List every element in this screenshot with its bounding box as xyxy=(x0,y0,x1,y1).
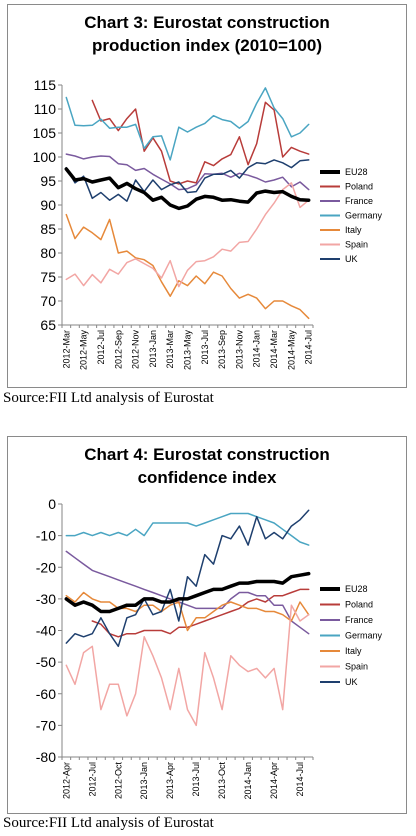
chart-4-panel: Chart 4: Eurostat construction confidenc… xyxy=(7,436,407,814)
chart-3-series-line-uk xyxy=(65,159,310,202)
chart-3-y-tick-label: 95 xyxy=(40,173,56,189)
chart-3-x-tick-label: 2014-May xyxy=(286,330,296,371)
chart-3-y-tick-label: 110 xyxy=(34,101,57,117)
chart-3-legend-label-italy: Italy xyxy=(345,225,362,235)
chart-4-x-tick-label: 2014-Apr xyxy=(269,762,279,799)
chart-3-x-tick-label: 2014-Jul xyxy=(304,330,314,365)
chart-4-x-tick-label: 2013-Jul xyxy=(191,762,201,797)
chart-4-series-line-uk xyxy=(65,509,310,648)
chart-3-x-tick-label: 2014-Mar xyxy=(269,330,279,369)
chart-3-series-line-poland xyxy=(91,99,310,185)
chart-3-x-tick-label: 2013-Sep xyxy=(217,330,227,369)
chart-3-y-tick-label: 100 xyxy=(33,149,57,165)
chart-3-source: Source:FII Ltd analysis of Eurostat xyxy=(3,390,214,406)
chart-3-legend-label-poland: Poland xyxy=(345,182,373,192)
chart-4-y-tick-label: -40 xyxy=(36,623,56,639)
chart-3-panel: Chart 3: Eurostat construction productio… xyxy=(7,4,407,388)
chart-3-y-tick-label: 70 xyxy=(40,293,56,309)
chart-3-x-tick-label: 2013-Mar xyxy=(165,330,175,369)
chart-4-y-tick-label: -30 xyxy=(36,591,56,607)
chart-4-x-tick-label: 2013-Jan xyxy=(139,762,149,800)
chart-3-y-tick-label: 105 xyxy=(33,125,57,141)
chart-4-y-tick-label: -70 xyxy=(36,717,56,733)
chart-4-title-line2: confidence index xyxy=(138,468,277,487)
chart-4-x-tick-label: 2013-Oct xyxy=(217,762,227,800)
chart-4-y-tick-label: -10 xyxy=(36,528,56,544)
chart-3-y-tick-label: 65 xyxy=(40,317,56,333)
chart-4-y-tick-label: -50 xyxy=(36,654,56,670)
chart-4-y-tick-label: -60 xyxy=(36,686,56,702)
chart-3-series-line-italy xyxy=(65,213,310,320)
chart-3-series-line-france xyxy=(65,153,310,191)
chart-4-x-tick-label: 2012-Jul xyxy=(87,762,97,797)
chart-3-y-tick-label: 75 xyxy=(40,269,56,285)
chart-4-x-tick-label: 2014-Jan xyxy=(243,762,253,800)
chart-4-x-tick-label: 2012-Oct xyxy=(113,762,123,800)
chart-4-y-tick-label: -20 xyxy=(36,559,56,575)
chart-3-x-tick-label: 2014-Jan xyxy=(252,330,262,368)
chart-3-x-tick-label: 2013-Jan xyxy=(148,330,158,368)
chart-3-legend-label-germany: Germany xyxy=(345,211,383,221)
chart-4-legend-label-eu28: EU28 xyxy=(345,584,368,594)
chart-3-x-tick-label: 2012-Jul xyxy=(96,330,106,365)
chart-4-legend-label-spain: Spain xyxy=(345,662,368,672)
chart-3-y-tick-label: 90 xyxy=(40,197,56,213)
chart-4-legend-label-italy: Italy xyxy=(345,646,362,656)
chart-3-y-tick-label: 115 xyxy=(34,77,57,93)
chart-4-legend-label-poland: Poland xyxy=(345,600,373,610)
chart-3-legend-label-spain: Spain xyxy=(345,240,368,250)
chart-3-series-line-spain xyxy=(65,182,310,288)
chart-3-legend-label-france: France xyxy=(345,196,373,206)
chart-4-series-line-poland xyxy=(91,588,310,638)
chart-4-legend-label-uk: UK xyxy=(345,677,358,687)
chart-4-series-line-france xyxy=(65,550,310,635)
chart-4-y-tick-label: 0 xyxy=(48,496,56,512)
chart-4-source: Source:FII Ltd analysis of Eurostat xyxy=(3,815,214,831)
chart-3-legend-label-uk: UK xyxy=(345,254,358,264)
chart-4: Chart 4: Eurostat construction confidenc… xyxy=(36,445,383,800)
chart-3-x-tick-label: 2012-Nov xyxy=(131,330,141,370)
chart-3-x-tick-label: 2012-Sep xyxy=(113,330,123,369)
chart-3-x-tick-label: 2012-Mar xyxy=(61,330,71,369)
chart-3: Chart 3: Eurostat construction productio… xyxy=(33,13,383,371)
chart-3-series-line-germany xyxy=(65,87,310,161)
chart-4-x-tick-label: 2012-Apr xyxy=(61,762,71,799)
chart-3-y-tick-label: 80 xyxy=(40,245,56,261)
chart-3-x-tick-label: 2013-May xyxy=(183,330,193,371)
chart-4-y-tick-label: -80 xyxy=(36,749,56,765)
chart-4-series-line-italy xyxy=(65,591,310,632)
chart-3-x-tick-label: 2013-Nov xyxy=(234,330,244,370)
chart-4-series-line-eu28 xyxy=(64,571,311,614)
chart-4-legend-label-germany: Germany xyxy=(345,631,383,641)
chart-3-x-tick-label: 2012-May xyxy=(79,330,89,371)
chart-4-series-line-spain xyxy=(65,604,310,727)
chart-3-title-line2: production index (2010=100) xyxy=(92,36,322,55)
chart-4-series-line-germany xyxy=(65,512,310,546)
chart-3-legend-label-eu28: EU28 xyxy=(345,167,368,177)
chart-4-x-tick-label: 2014-Jul xyxy=(295,762,305,797)
chart-3-title: Chart 3: Eurostat construction xyxy=(84,13,330,32)
chart-4-legend-label-france: France xyxy=(345,615,373,625)
chart-4-title: Chart 4: Eurostat construction xyxy=(84,445,330,464)
chart-3-y-tick-label: 85 xyxy=(40,221,56,237)
chart-3-x-tick-label: 2013-Jul xyxy=(200,330,210,365)
chart-4-x-tick-label: 2013-Apr xyxy=(165,762,175,799)
chart-3-series-line-eu28 xyxy=(64,167,311,211)
